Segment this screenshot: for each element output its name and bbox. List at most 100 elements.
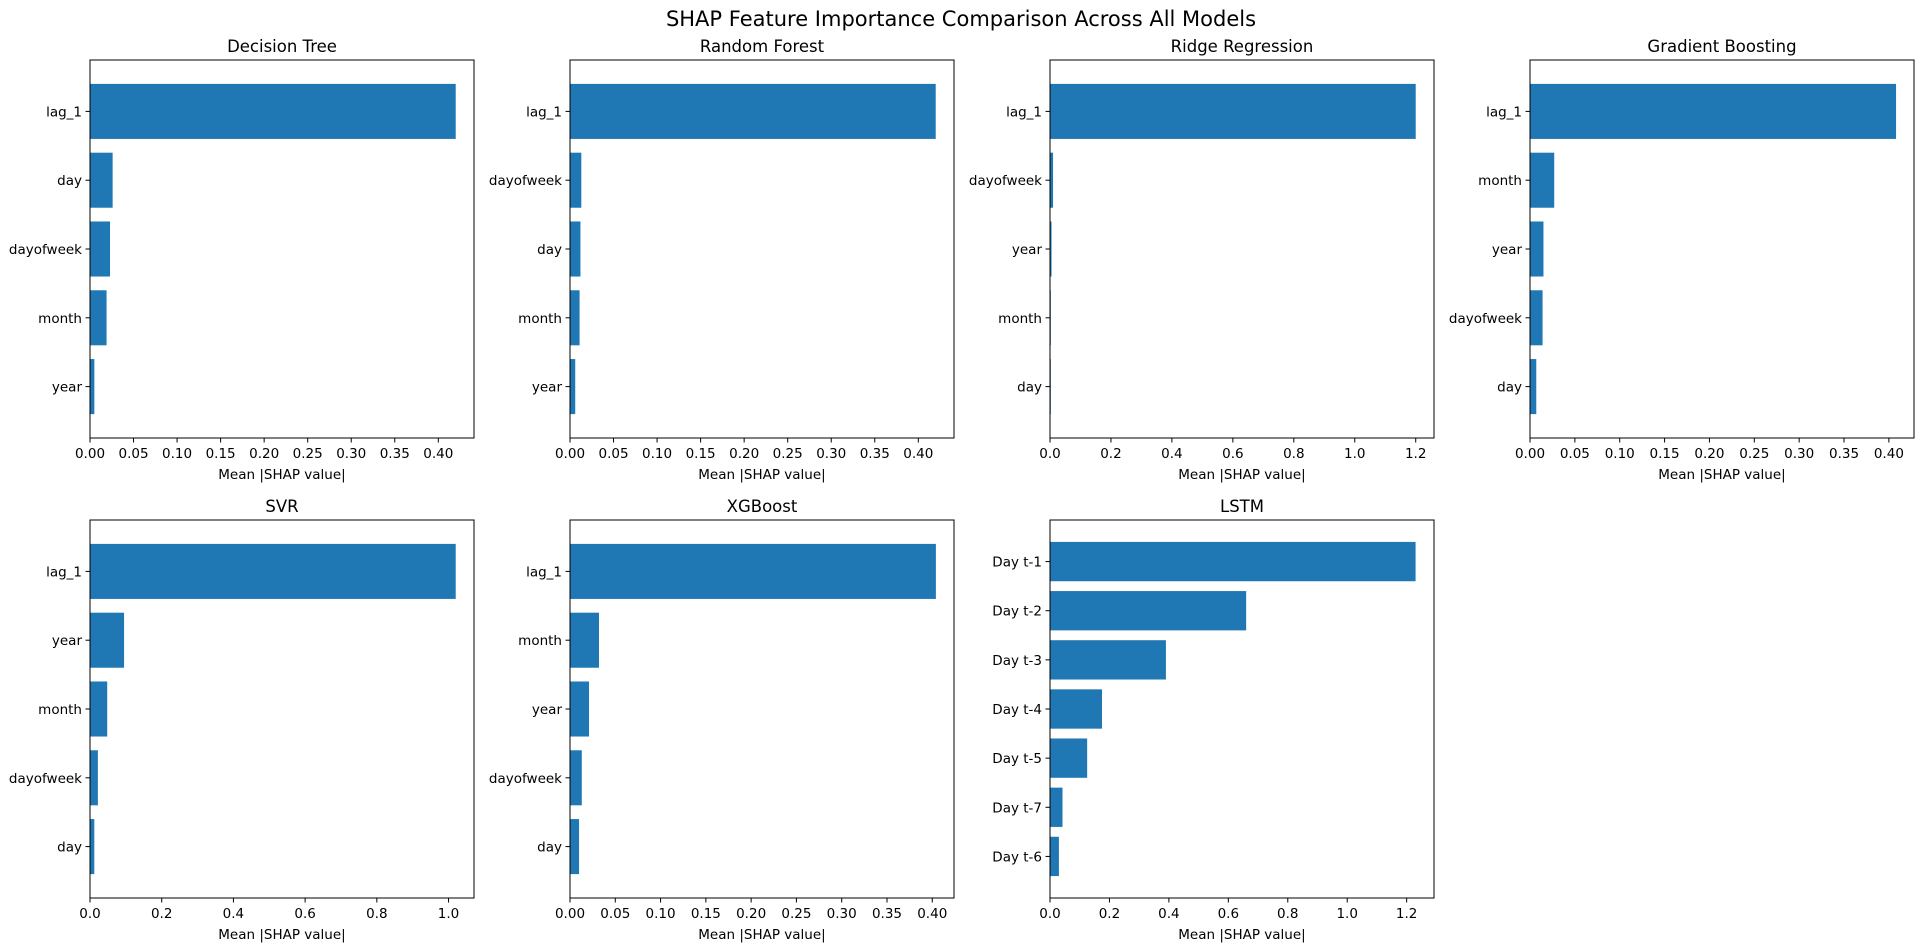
y-tick-label: month (518, 633, 562, 649)
bar (90, 221, 111, 277)
x-tick-label: 0.4 (1161, 446, 1182, 462)
y-tick-label: month (1478, 173, 1522, 189)
x-tick-label: 1.2 (1396, 906, 1417, 922)
x-tick-label: 0.10 (646, 906, 676, 922)
y-tick-label: day (1017, 380, 1042, 396)
x-axis-label: Mean |SHAP value| (218, 467, 345, 483)
x-tick-label: 0.25 (781, 906, 811, 922)
x-tick-label: 0.25 (293, 446, 323, 462)
bar (1050, 221, 1052, 277)
x-tick-label: 0.0 (79, 906, 100, 922)
bar (570, 612, 599, 668)
axes-frame (1049, 519, 1435, 899)
bar (90, 750, 98, 806)
x-tick-label: 0.8 (1277, 906, 1298, 922)
bar (1530, 83, 1897, 139)
bar (90, 152, 113, 208)
x-tick-label: 0.40 (1874, 446, 1904, 462)
x-tick-label: 0.00 (555, 906, 585, 922)
subplot-title: Decision Tree (227, 37, 337, 56)
axes-frame (1049, 59, 1435, 439)
x-tick-label: 0.6 (294, 906, 315, 922)
x-tick-label: 0.40 (903, 446, 933, 462)
x-tick-label: 0.10 (162, 446, 192, 462)
x-tick-label: 0.35 (380, 446, 410, 462)
x-tick-label: 0.05 (599, 446, 629, 462)
bar (1050, 541, 1416, 582)
x-tick-label: 0.15 (686, 446, 716, 462)
bar (1050, 689, 1103, 729)
y-tick-label: Day t-1 (992, 555, 1042, 571)
bar (1050, 836, 1059, 877)
y-tick-label: dayofweek (969, 173, 1042, 189)
subplot-ridge-regression: Ridge Regression lag_1 dayofweek year month d… (969, 37, 1435, 483)
x-tick-label: 0.40 (917, 906, 947, 922)
y-tick-label: year (52, 633, 83, 649)
x-tick-label: 0.15 (206, 446, 236, 462)
bar (570, 221, 581, 277)
bar (570, 290, 580, 346)
y-tick-label: Day t-4 (992, 702, 1042, 718)
x-tick-label: 0.05 (1560, 446, 1590, 462)
y-tick-label: Day t-7 (992, 800, 1042, 816)
x-tick-label: 0.4 (1158, 906, 1179, 922)
axes-frame (89, 519, 475, 899)
x-tick-label: 0.8 (1283, 446, 1304, 462)
x-tick-label: 0.10 (1605, 446, 1635, 462)
y-tick-label: lag_1 (526, 104, 562, 120)
bar (570, 359, 576, 415)
x-tick-label: 0.10 (642, 446, 672, 462)
x-tick-label: 0.20 (729, 446, 759, 462)
y-tick-label: year (1492, 242, 1523, 258)
x-tick-label: 0.35 (1829, 446, 1859, 462)
y-tick-label: day (1497, 380, 1522, 396)
bar (570, 83, 936, 139)
bar (570, 819, 580, 875)
x-tick-label: 1.0 (438, 906, 459, 922)
x-axis-label: Mean |SHAP value| (698, 927, 825, 943)
y-tick-label: month (38, 311, 82, 327)
y-tick-label: Day t-6 (992, 849, 1042, 865)
y-tick-label: day (57, 840, 82, 856)
axes-frame (1529, 59, 1915, 439)
x-tick-label: 0.40 (423, 446, 453, 462)
bar (1530, 152, 1555, 208)
y-tick-label: dayofweek (489, 173, 562, 189)
x-tick-label: 0.05 (119, 446, 149, 462)
y-tick-label: dayofweek (1449, 311, 1522, 327)
y-tick-label: year (532, 702, 563, 718)
y-tick-label: day (57, 173, 82, 189)
y-tick-label: lag_1 (46, 104, 82, 120)
bar (1530, 221, 1544, 277)
y-tick-label: day (537, 242, 562, 258)
bar (570, 543, 936, 599)
bar (90, 543, 456, 599)
bar (570, 152, 582, 208)
x-tick-label: 0.00 (1515, 446, 1545, 462)
y-tick-label: lag_1 (1006, 104, 1042, 120)
bar (1050, 83, 1416, 139)
x-tick-label: 1.2 (1405, 446, 1426, 462)
x-axis-label: Mean |SHAP value| (1658, 467, 1785, 483)
subplot-lstm: LSTM Day t-1 Day t-2 Day t-3 Day t-4 Day t-5 D… (992, 497, 1435, 943)
y-tick-label: month (38, 702, 82, 718)
x-axis-label: Mean |SHAP value| (1178, 927, 1305, 943)
y-tick-label: lag_1 (46, 564, 82, 580)
y-tick-label: day (537, 840, 562, 856)
x-tick-label: 0.6 (1218, 906, 1239, 922)
y-tick-label: lag_1 (526, 564, 562, 580)
subplot-title: Gradient Boosting (1647, 37, 1796, 56)
x-tick-label: 0.2 (1100, 446, 1121, 462)
axes-frame (89, 59, 475, 439)
x-tick-label: 1.0 (1336, 906, 1357, 922)
x-tick-label: 0.30 (827, 906, 857, 922)
subplot-random-forest: Random Forest lag_1 dayofweek day month year 0… (489, 37, 955, 483)
x-tick-label: 0.05 (600, 906, 630, 922)
x-tick-label: 0.25 (773, 446, 803, 462)
bar (1050, 738, 1088, 778)
subplot-title: XGBoost (727, 497, 798, 516)
subplot-title: Random Forest (700, 37, 825, 56)
bar (570, 681, 590, 737)
